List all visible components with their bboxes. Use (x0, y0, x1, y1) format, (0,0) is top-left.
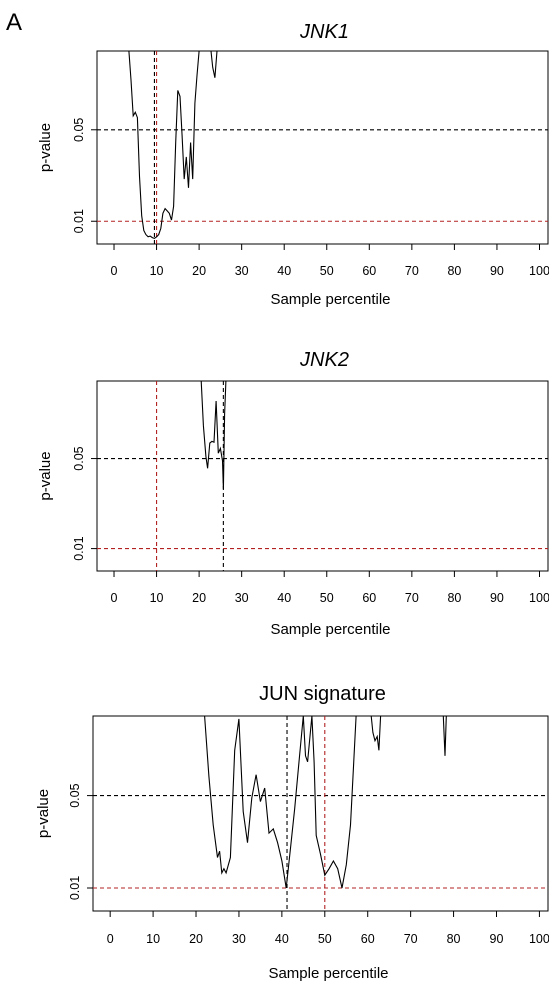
panel-letter: A (6, 9, 22, 36)
x-axis-label: Sample percentile (268, 965, 388, 982)
pvalue-series-line (200, 381, 227, 490)
x-tick-label: 100 (529, 591, 549, 605)
plot-frame (92, 715, 549, 912)
pvalue-series-line (370, 716, 382, 751)
pvalue-series-line (204, 716, 357, 889)
y-tick-label: 0.01 (68, 876, 82, 900)
y-tick-label: 0.05 (68, 783, 82, 807)
x-tick-label: 20 (192, 264, 206, 278)
x-tick-label: 10 (146, 932, 160, 946)
x-tick-label: 50 (320, 591, 334, 605)
x-tick-label: 90 (490, 932, 504, 946)
x-tick-label: 40 (275, 932, 289, 946)
x-tick-label: 0 (111, 591, 118, 605)
x-tick-label: 0 (107, 932, 114, 946)
x-tick-label: 80 (447, 932, 461, 946)
y-axis-label: p-value (35, 789, 52, 838)
x-tick-label: 0 (111, 264, 118, 278)
x-tick-label: 50 (318, 932, 332, 946)
x-tick-label: 70 (405, 264, 419, 278)
y-tick-label: 0.01 (72, 536, 86, 560)
plot-frame (96, 380, 549, 572)
x-tick-label: 10 (150, 264, 164, 278)
chart-panel-1: JNK1 0 10 20 30 40 50 60 70 80 90 100 0.01 0.05 Sample… (37, 21, 549, 308)
x-tick-label: 60 (362, 591, 376, 605)
x-tick-label: 90 (490, 591, 504, 605)
chart-panel-3: JUN signature 0 10 20 30 40 50 60 70 80 90 100 0.01 0… (35, 683, 549, 982)
x-tick-label: 90 (490, 264, 504, 278)
chart-title: JNK2 (299, 349, 349, 371)
x-tick-label: 10 (150, 591, 164, 605)
x-axis-label: Sample percentile (270, 621, 390, 638)
chart-title: JUN signature (259, 683, 386, 705)
x-tick-label: 40 (277, 264, 291, 278)
x-tick-label: 30 (232, 932, 246, 946)
pvalue-series-line (128, 51, 200, 240)
chart-title: JNK1 (299, 21, 349, 43)
y-axis-label: p-value (37, 123, 54, 172)
x-tick-label: 30 (235, 591, 249, 605)
chart-panel-2: JNK2 0 10 20 30 40 50 60 70 80 90 100 0.01 0.05 Sample… (37, 349, 549, 638)
y-axis-label: p-value (37, 451, 54, 500)
y-tick-label: 0.05 (72, 446, 86, 470)
x-tick-label: 80 (447, 591, 461, 605)
x-axis-label: Sample percentile (270, 291, 390, 308)
x-tick-label: 20 (192, 591, 206, 605)
y-tick-label: 0.05 (72, 118, 86, 142)
x-tick-label: 40 (277, 591, 291, 605)
pvalue-series-line (210, 51, 218, 78)
x-tick-label: 60 (361, 932, 375, 946)
pvalue-series-line (442, 716, 447, 756)
plot-frame (96, 50, 549, 245)
x-tick-label: 100 (529, 264, 549, 278)
x-tick-label: 70 (404, 932, 418, 946)
x-tick-label: 50 (320, 264, 334, 278)
y-tick-label: 0.01 (72, 209, 86, 233)
x-tick-label: 80 (447, 264, 461, 278)
x-tick-label: 60 (362, 264, 376, 278)
x-tick-label: 70 (405, 591, 419, 605)
x-tick-label: 100 (529, 932, 549, 946)
x-tick-label: 30 (235, 264, 249, 278)
x-tick-label: 20 (189, 932, 203, 946)
